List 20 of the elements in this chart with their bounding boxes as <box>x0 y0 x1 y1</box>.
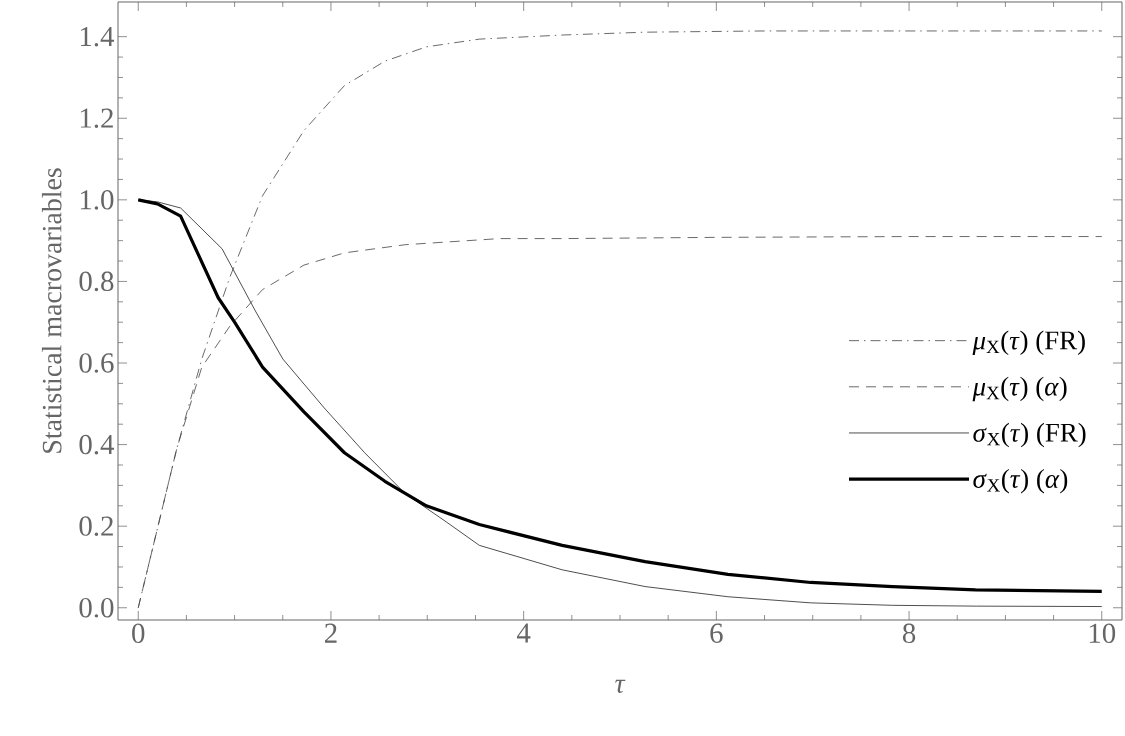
y-tick-label: 0.8 <box>79 271 114 292</box>
y-tick-label: 0.6 <box>79 353 114 373</box>
y-tick-label: 0.4 <box>79 434 115 455</box>
x-tick-label: 4 <box>516 623 531 643</box>
y-tick-label: 1.0 <box>80 190 114 210</box>
x-tick-label: 2 <box>324 623 337 643</box>
x-tick-label: 6 <box>710 623 723 643</box>
legend-label: σ$_{X}$(τ) (α) <box>973 469 1068 494</box>
y-tick-label: 1.2 <box>80 108 113 129</box>
y-tick-label: 0.0 <box>79 597 114 618</box>
y-axis-title: Statistical macrovariables <box>41 168 62 453</box>
y-tick-label: 0.2 <box>79 516 113 536</box>
x-tick-label: 8 <box>902 623 916 644</box>
legend-label: μ$_{X}$(τ) (α) <box>972 376 1067 402</box>
x-axis-title: τ <box>615 679 626 693</box>
y-tick-label: 1.4 <box>80 26 115 47</box>
x-tick-label: 0 <box>132 623 145 644</box>
x-tick-label: 10 <box>1089 623 1116 644</box>
legend-label: σ$_{X}$(τ) (FR) <box>973 422 1086 448</box>
legend-label: μ$_{X}$(τ) (FR) <box>972 330 1085 355</box>
